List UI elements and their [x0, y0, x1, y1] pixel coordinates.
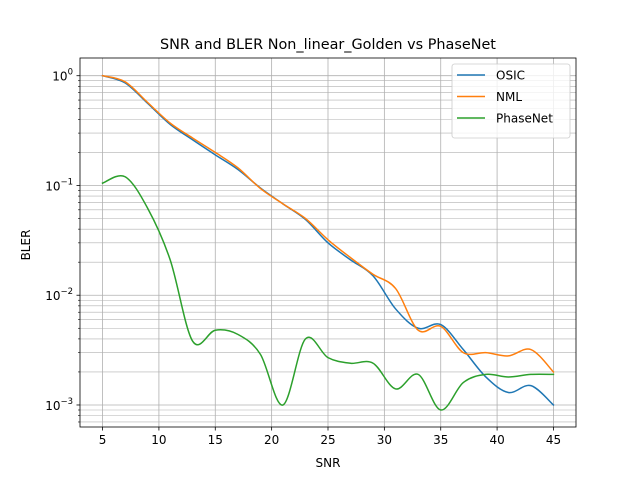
legend-label-phasenet: PhaseNet: [496, 112, 553, 126]
legend-label-osic: OSIC: [496, 69, 525, 83]
series-line-phasenet: [101, 175, 555, 411]
x-tick-label: 5: [99, 433, 107, 447]
y-tick-label: 10−1: [45, 177, 73, 193]
x-tick-label: 45: [546, 433, 561, 447]
x-tick-label: 10: [151, 433, 166, 447]
x-tick-label: 30: [377, 433, 392, 447]
y-tick-label: 10−2: [45, 287, 73, 303]
legend-label-nml: NML: [496, 90, 522, 104]
x-tick-label: 15: [208, 433, 223, 447]
x-tick-label: 35: [433, 433, 448, 447]
chart-title: SNR and BLER Non_linear_Golden vs PhaseN…: [160, 37, 496, 53]
y-axis-ticks: 100 10−1 10−2 10−3: [45, 68, 80, 423]
x-axis-label: SNR: [316, 456, 341, 470]
x-tick-label: 25: [320, 433, 335, 447]
x-axis-ticks: 5 10 15 20 25 30 35 40 45: [99, 427, 561, 447]
series-line-osic: [101, 74, 555, 407]
y-tick-label: 100: [52, 68, 73, 84]
series-layer: [101, 74, 555, 411]
series-line-nml: [101, 74, 555, 374]
y-axis-label: BLER: [19, 230, 33, 261]
legend: OSIC NML PhaseNet: [451, 63, 571, 139]
x-tick-label: 20: [264, 433, 279, 447]
y-tick-label: 10−3: [45, 397, 73, 413]
legend-box: [451, 63, 571, 139]
x-tick-label: 40: [489, 433, 504, 447]
